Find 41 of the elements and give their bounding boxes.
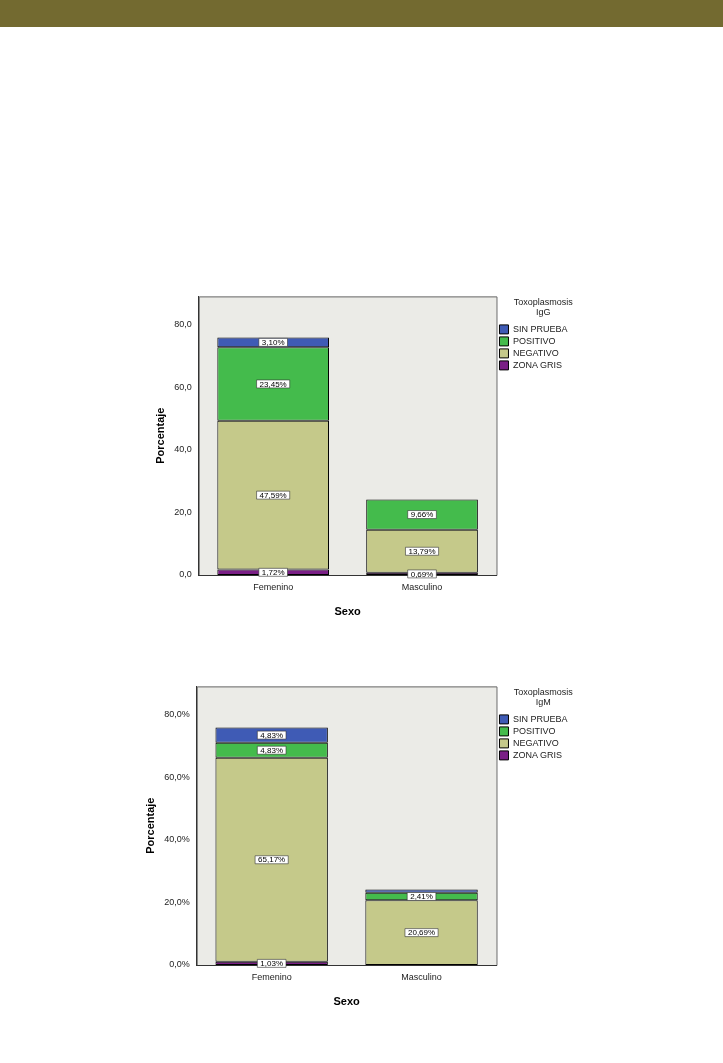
legend-label: SIN PRUEBA [512, 713, 580, 724]
data-label: 3,10% [261, 338, 285, 348]
x-tick-label: Femenino [253, 581, 294, 592]
data-label: 13,79% [408, 546, 436, 556]
legend-label: POSITIVO [512, 335, 568, 346]
x-axis-title: Sexo [333, 995, 361, 1008]
x-tick-label: Femenino [251, 971, 292, 982]
x-tick-label: Masculino [401, 971, 442, 982]
y-tick-label: 20,0 [174, 506, 192, 517]
data-label: 1,03% [260, 959, 283, 969]
legend-label: SIN PRUEBA [512, 323, 580, 334]
y-tick-label: 0,0 [179, 569, 192, 580]
data-label: 4,83% [260, 730, 283, 740]
y-tick-label: 60,0 [174, 381, 192, 392]
data-label: 2,41% [410, 892, 433, 902]
legend-label: NEGATIVO [512, 737, 572, 748]
y-tick-label: 0,0% [169, 959, 190, 970]
legend-label: ZONA GRIS [512, 749, 575, 760]
legend-label: POSITIVO [512, 725, 568, 736]
legend-label: ZONA GRIS [512, 359, 575, 370]
y-axis-title: Porcentaje [153, 407, 166, 464]
data-label: 23,45% [259, 379, 287, 389]
y-tick-label: 40,0 [174, 444, 192, 455]
data-label: 47,59% [259, 490, 287, 500]
x-tick-label: Masculino [401, 581, 443, 592]
y-tick-label: 80,0% [164, 709, 190, 720]
y-tick-label: 80,0 [174, 319, 192, 330]
data-label: 1,72% [261, 568, 285, 578]
data-label: 65,17% [258, 855, 286, 865]
y-tick-label: 40,0% [164, 834, 190, 845]
data-label: 4,83% [260, 745, 283, 755]
legend-title: Toxoplasmosis IgG [513, 296, 574, 317]
data-label: 20,69% [407, 928, 436, 938]
data-label: 9,66% [410, 510, 434, 520]
x-axis-title: Sexo [334, 605, 362, 618]
y-axis-title: Porcentaje [143, 797, 156, 854]
data-label: 0,69% [410, 569, 434, 579]
legend-label: NEGATIVO [512, 347, 572, 358]
legend-title: Toxoplasmosis IgM [513, 686, 574, 707]
y-tick-label: 60,0% [164, 771, 190, 782]
y-tick-label: 20,0% [164, 896, 190, 907]
